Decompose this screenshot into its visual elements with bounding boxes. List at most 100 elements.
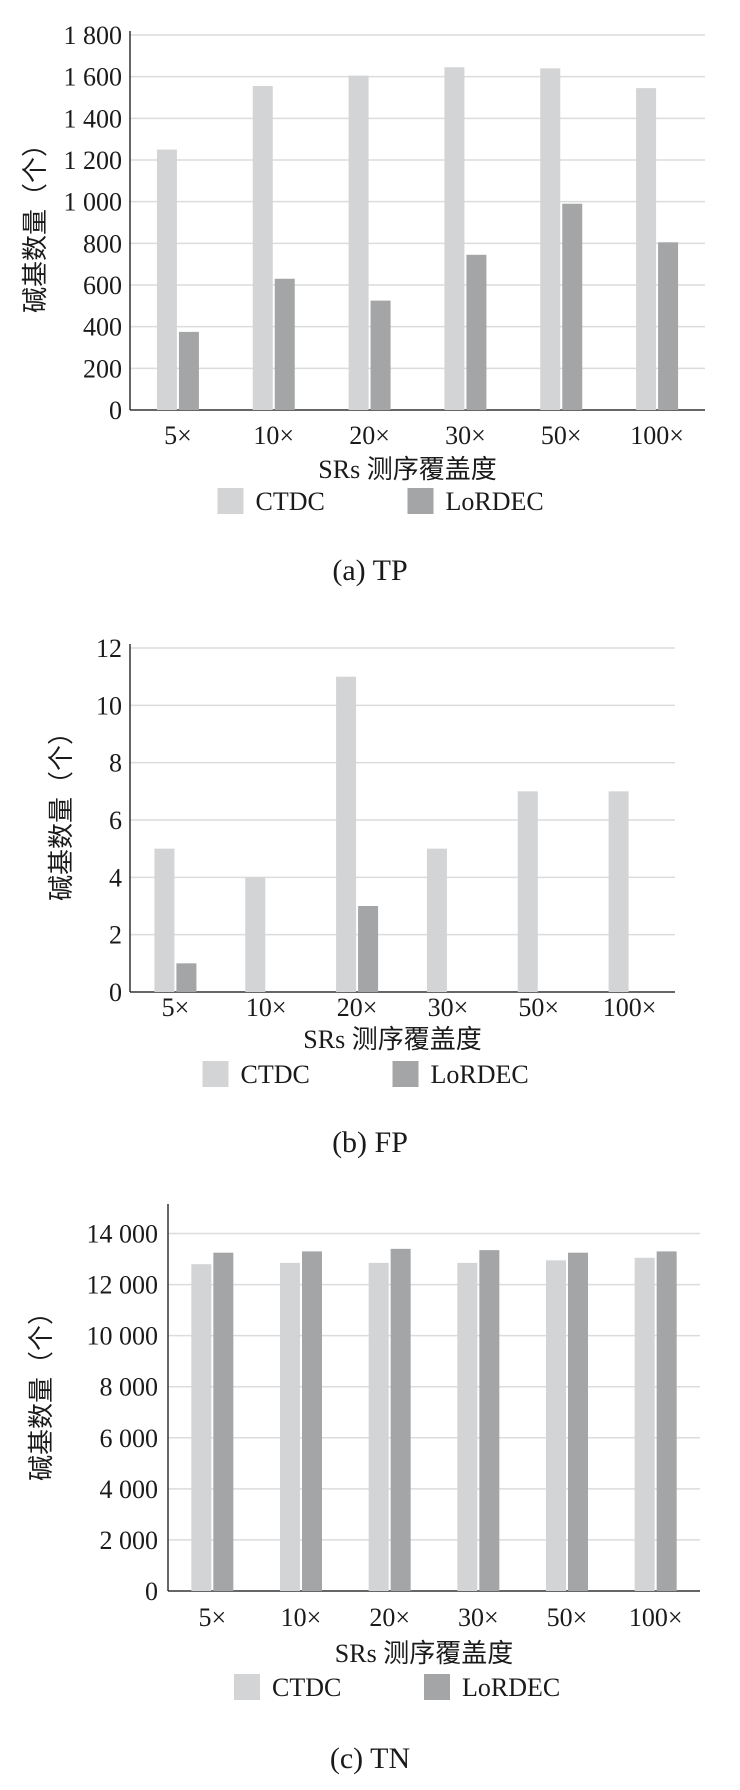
- bar-lordec-0: [213, 1252, 234, 1591]
- y-tick-label: 1 600: [64, 63, 123, 92]
- x-axis-title: SRs 测序覆盖度: [318, 455, 496, 484]
- y-tick-label: 2 000: [100, 1526, 159, 1555]
- bar-ctdc-2: [348, 75, 369, 410]
- x-tick-label: 20×: [337, 993, 378, 1022]
- legend-label-lordec: LoRDEC: [431, 1060, 529, 1089]
- y-tick-label: 4: [109, 863, 122, 892]
- legend-label-ctdc: CTDC: [241, 1060, 310, 1089]
- x-tick-label: 10×: [246, 993, 287, 1022]
- bar-lordec-2: [390, 1248, 411, 1591]
- bar-ctdc-2: [368, 1262, 389, 1591]
- bar-lordec-0: [178, 331, 199, 410]
- legend-swatch-lordec: [424, 1674, 450, 1700]
- bar-ctdc-5: [634, 1257, 655, 1591]
- bar-ctdc-1: [252, 86, 273, 411]
- y-tick-label: 1 200: [64, 146, 123, 175]
- bar-ctdc-2: [336, 676, 357, 992]
- y-tick-label: 2: [109, 921, 122, 950]
- bar-ctdc-5: [608, 791, 629, 992]
- y-tick-label: 0: [109, 396, 122, 425]
- y-tick-label: 200: [83, 354, 122, 383]
- x-tick-label: 5×: [164, 421, 192, 450]
- x-tick-label: 50×: [547, 1603, 588, 1632]
- y-axis-title: 碱基数量（个）: [21, 131, 50, 313]
- figure-caption: (c) TN: [330, 1742, 410, 1775]
- bar-lordec-5: [656, 1251, 677, 1591]
- legend-label-lordec: LoRDEC: [446, 487, 544, 516]
- y-tick-label: 4 000: [100, 1475, 159, 1504]
- x-tick-label: 5×: [162, 993, 190, 1022]
- y-tick-label: 6: [109, 806, 122, 835]
- bar-ctdc-4: [546, 1260, 566, 1591]
- bar-lordec-1: [302, 1251, 322, 1591]
- bar-lordec-2: [358, 906, 379, 992]
- bar-ctdc-3: [426, 848, 447, 992]
- y-tick-label: 800: [83, 229, 122, 258]
- y-tick-label: 0: [145, 1577, 158, 1606]
- x-tick-label: 30×: [428, 993, 469, 1022]
- figure-caption: (b) FP: [332, 1126, 408, 1159]
- bar-ctdc-4: [540, 68, 561, 410]
- bar-ctdc-1: [245, 877, 266, 992]
- x-tick-label: 5×: [198, 1603, 226, 1632]
- y-tick-label: 12 000: [87, 1271, 159, 1300]
- chart-tp: 0 200 400 600 800 1 000 1 200 1 400 1 600 1 800 5×…: [21, 21, 705, 587]
- y-tick-label: 10 000: [87, 1322, 159, 1351]
- x-tick-label: 20×: [369, 1603, 410, 1632]
- bar-ctdc-3: [444, 67, 465, 411]
- bar-ctdc-0: [191, 1264, 212, 1591]
- x-tick-label: 50×: [518, 993, 559, 1022]
- bar-lordec-5: [658, 242, 679, 410]
- y-tick-label: 1 400: [64, 104, 123, 133]
- x-tick-label: 30×: [458, 1603, 499, 1632]
- bar-ctdc-4: [517, 791, 538, 992]
- y-tick-label: 600: [83, 271, 122, 300]
- y-tick-label: 14 000: [87, 1220, 159, 1249]
- bar-lordec-1: [274, 278, 295, 410]
- chart-tn: 0 2 000 4 000 6 000 8 000 10 000 12 000 14 000 5…: [27, 1204, 700, 1775]
- legend-label-ctdc: CTDC: [272, 1673, 341, 1702]
- x-axis-title: SRs 测序覆盖度: [303, 1025, 481, 1054]
- legend-swatch-ctdc: [217, 488, 244, 514]
- y-axis-title: 碱基数量（个）: [27, 1299, 56, 1481]
- x-tick-label: 10×: [253, 421, 294, 450]
- x-tick-label: 50×: [541, 421, 582, 450]
- x-tick-label: 100×: [630, 421, 684, 450]
- y-axis-title: 碱基数量（个）: [47, 719, 76, 901]
- y-tick-label: 1 800: [64, 21, 123, 50]
- y-tick-label: 10: [96, 691, 122, 720]
- x-tick-label: 100×: [603, 993, 657, 1022]
- bar-ctdc-3: [457, 1262, 478, 1591]
- x-axis-title: SRs 测序覆盖度: [335, 1639, 513, 1668]
- legend-swatch-lordec: [407, 488, 434, 514]
- bar-ctdc-5: [636, 88, 657, 410]
- chart-panel-tn: 0 2 000 4 000 6 000 8 000 10 000 12 000 14 000 5…: [0, 1200, 740, 1790]
- x-tick-label: 30×: [445, 421, 486, 450]
- x-tick-label: 20×: [349, 421, 390, 450]
- legend-swatch-ctdc: [202, 1061, 229, 1087]
- bar-lordec-4: [568, 1252, 588, 1591]
- bar-ctdc-0: [154, 848, 175, 992]
- y-tick-label: 6 000: [100, 1424, 159, 1453]
- y-tick-label: 8 000: [100, 1373, 159, 1402]
- legend-label-ctdc: CTDC: [256, 487, 325, 516]
- bar-lordec-3: [466, 254, 487, 410]
- chart-fp: 0 2 4 6 8 10 12 5× 10× 20× 30× 50× 100× SRs 测序覆盖度 碱基数量…: [47, 634, 675, 1159]
- y-tick-label: 0: [109, 978, 122, 1007]
- y-tick-label: 8: [109, 749, 122, 778]
- chart-panel-fp: 0 2 4 6 8 10 12 5× 10× 20× 30× 50× 100× SRs 测序覆盖度 碱基数量…: [0, 600, 740, 1200]
- legend-label-lordec: LoRDEC: [462, 1673, 560, 1702]
- x-tick-label: 100×: [629, 1603, 683, 1632]
- bar-lordec-4: [562, 203, 583, 410]
- legend-swatch-ctdc: [234, 1674, 260, 1700]
- y-tick-label: 400: [83, 313, 122, 342]
- chart-panel-tp: 0 200 400 600 800 1 000 1 200 1 400 1 600 1 800 5×…: [0, 0, 740, 600]
- bar-lordec-0: [176, 963, 197, 992]
- legend-swatch-lordec: [392, 1061, 419, 1087]
- bar-lordec-3: [479, 1250, 500, 1591]
- bar-ctdc-0: [156, 149, 177, 411]
- figure-caption: (a) TP: [332, 554, 407, 587]
- y-tick-label: 12: [96, 634, 122, 663]
- y-tick-label: 1 000: [64, 188, 123, 217]
- bar-lordec-2: [370, 300, 391, 410]
